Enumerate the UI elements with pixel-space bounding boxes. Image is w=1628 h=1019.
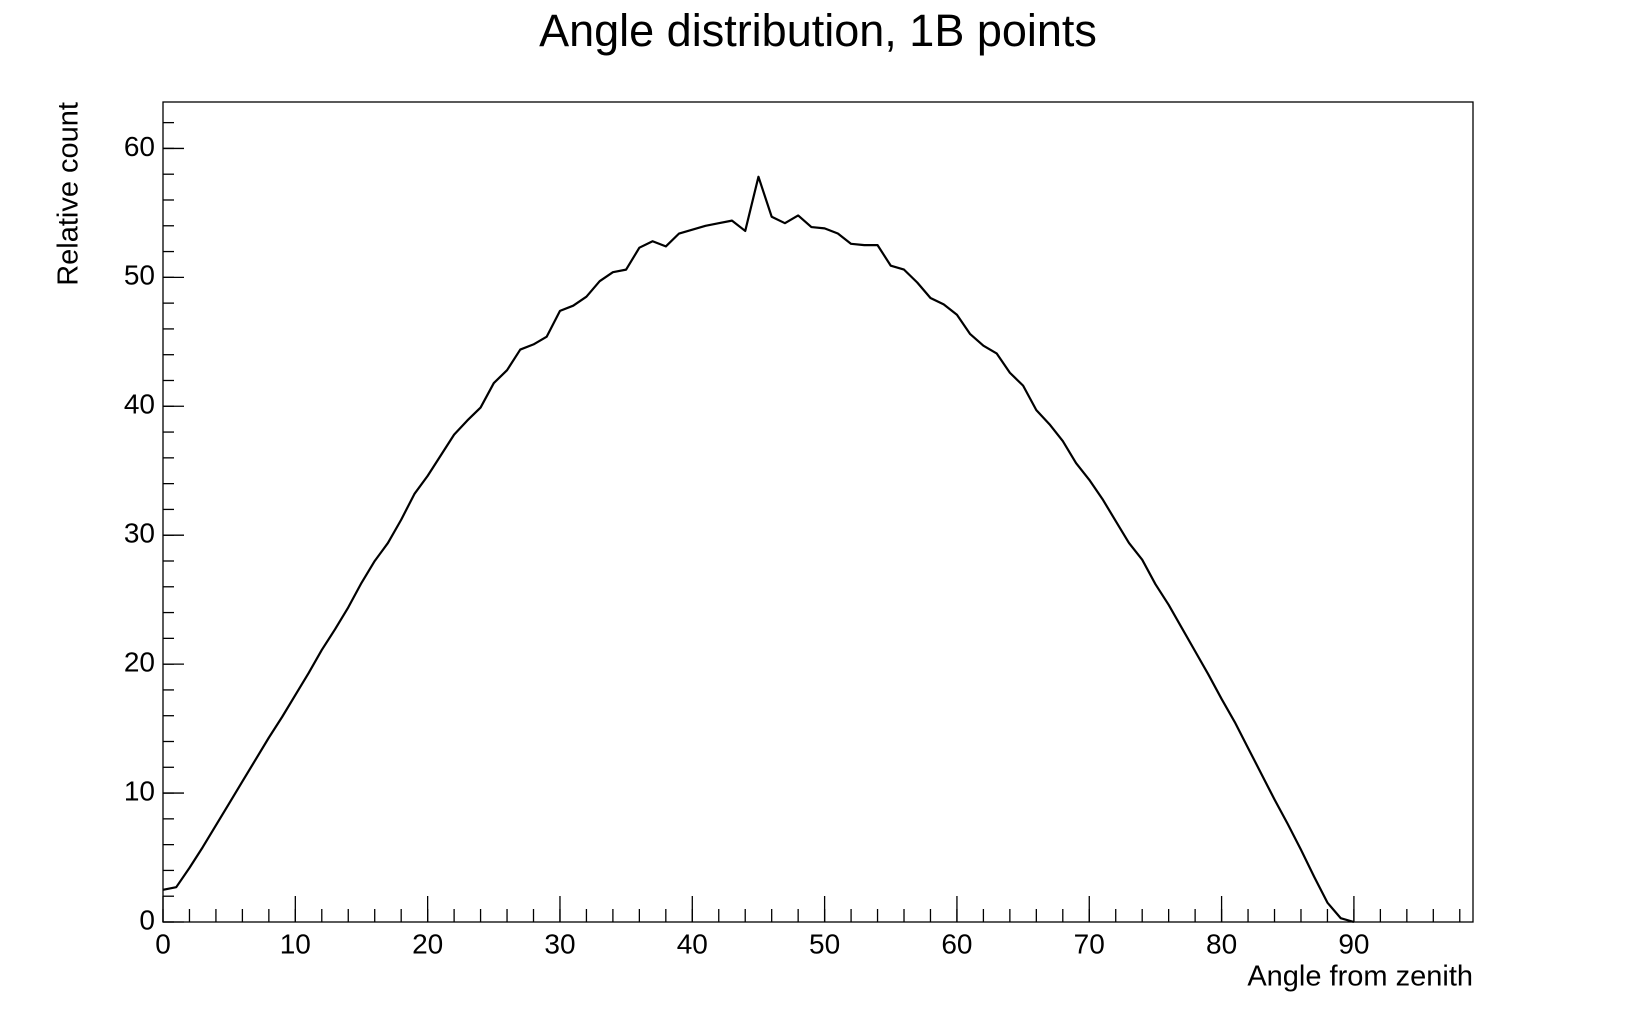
x-tick-label: 20 (412, 928, 443, 959)
x-tick-label: 10 (280, 928, 311, 959)
y-tick-label: 30 (124, 518, 155, 549)
y-tick-label: 10 (124, 775, 155, 806)
y-tick-label: 60 (124, 131, 155, 162)
x-tick-label: 30 (544, 928, 575, 959)
x-tick-label: 40 (677, 928, 708, 959)
y-tick-label: 50 (124, 260, 155, 291)
y-tick-label: 20 (124, 647, 155, 678)
chart-title: Angle distribution, 1B points (539, 5, 1097, 56)
x-tick-label: 0 (155, 928, 171, 959)
line-series (162, 175, 1355, 924)
x-tick-label: 70 (1074, 928, 1105, 959)
x-tick-label: 60 (941, 928, 972, 959)
y-tick-label: 40 (124, 389, 155, 420)
plot-frame (162, 101, 1474, 923)
x-tick-label: 50 (809, 928, 840, 959)
x-tick-label: 80 (1206, 928, 1237, 959)
y-tick-label: 0 (139, 904, 155, 935)
x-tick-label: 90 (1338, 928, 1369, 959)
y-axis-label: Relative count (53, 102, 85, 286)
x-axis-label: Angle from zenith (1247, 961, 1473, 993)
